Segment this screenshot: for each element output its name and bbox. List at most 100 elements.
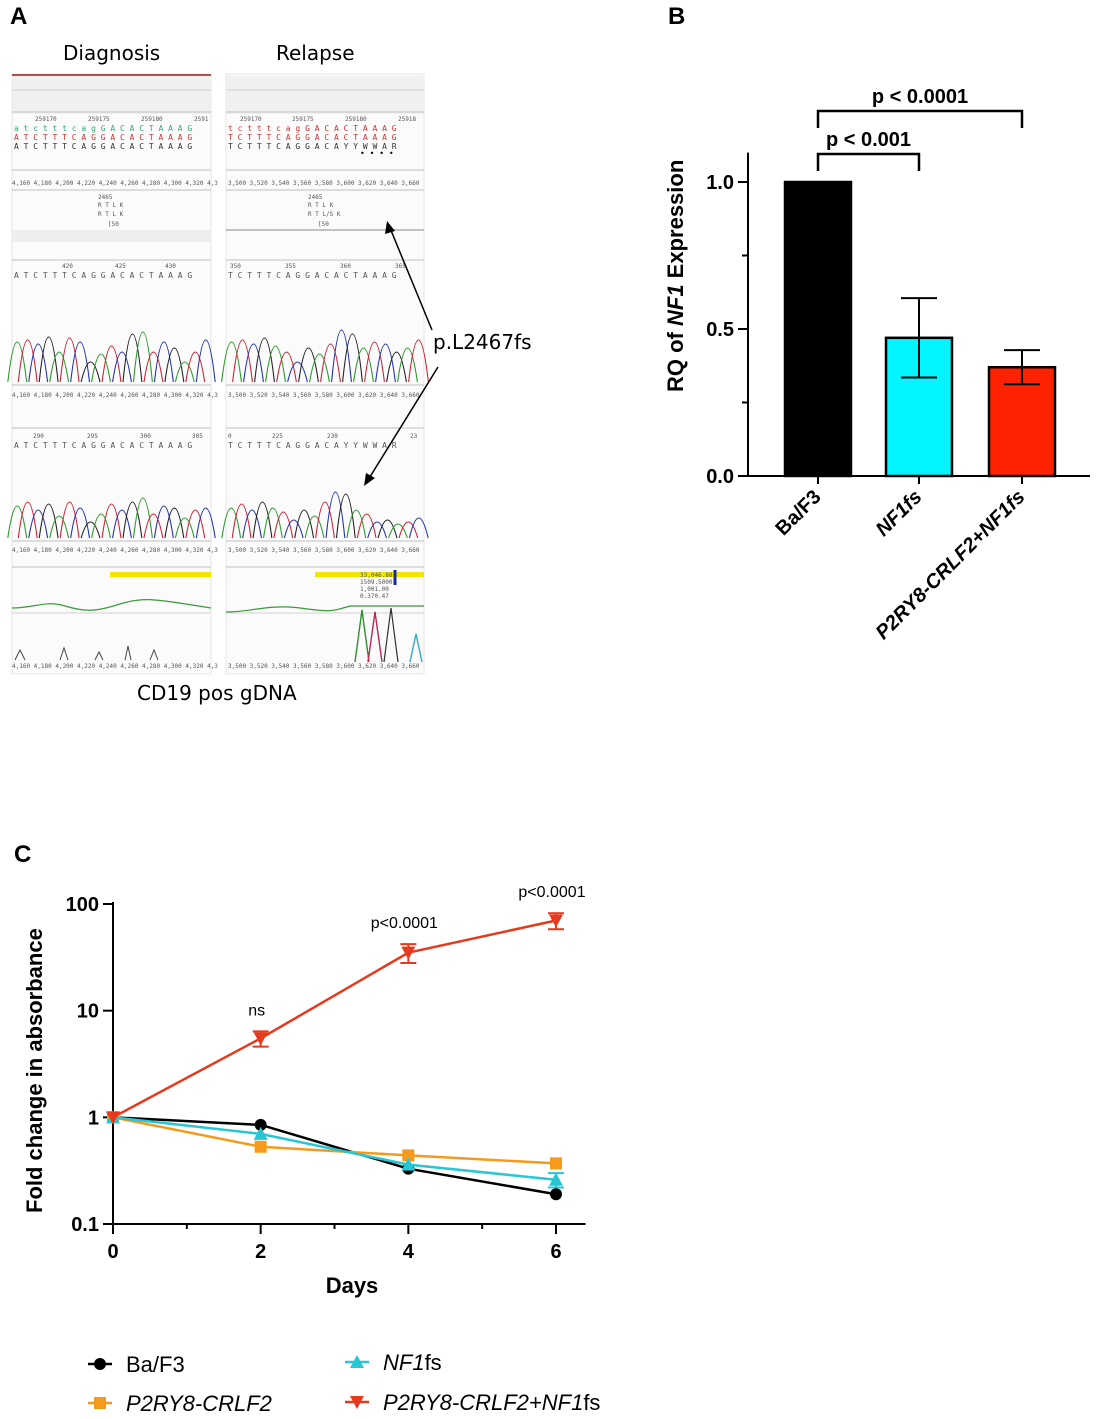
rel-scale-1: 3,500 3,520 3,540 3,560 3,580 3,600 3,62… <box>228 180 420 187</box>
diag-chromatogram-1 <box>7 331 216 383</box>
line-x-tick-label: 0 <box>107 1241 118 1263</box>
diag-chromatogram-2 <box>7 497 216 539</box>
rel-scale-3: 3,500 3,520 3,540 3,560 3,580 3,600 3,62… <box>228 547 420 554</box>
series-point <box>550 1188 562 1201</box>
trace-peak <box>231 503 252 539</box>
rel-pos-1: 259170 <box>240 116 262 123</box>
rel-t2-tick-2: 225 <box>272 433 283 440</box>
trace-peak <box>185 509 206 539</box>
trace-peak <box>398 521 419 539</box>
rel-info-4: 0.370.47 <box>360 593 389 600</box>
significance-label: p < 0.001 <box>826 129 911 151</box>
significance-bracket <box>816 152 921 171</box>
diagnosis-heading: Diagnosis <box>63 41 160 65</box>
diag-pos-2: 259175 <box>88 116 110 123</box>
trace-peak <box>254 337 275 383</box>
legend-item-Ba/F3: Ba/F3 <box>88 1352 185 1377</box>
trace-peak <box>283 519 304 539</box>
trace-peak <box>377 519 398 539</box>
trace-peak <box>273 511 294 539</box>
diag-t1-tick-3: 430 <box>165 263 176 270</box>
bar-1 <box>783 180 853 478</box>
diag-scale-2: 4,160 4,180 4,200 4,220 4,240 4,260 4,28… <box>12 392 218 399</box>
legend-label: NF1fs <box>383 1350 442 1375</box>
trace-peak <box>59 337 80 383</box>
legend-label: Ba/F3 <box>126 1352 185 1377</box>
trace-peak <box>298 347 319 383</box>
legend-label-plain: fs <box>425 1350 442 1375</box>
trace-peak <box>325 491 346 539</box>
trace-peak <box>49 515 70 539</box>
series-line <box>112 919 557 1119</box>
trace-peak <box>38 336 59 383</box>
significance-annotation: p<0.0001 <box>371 915 438 932</box>
diag-pos-ref: [50 <box>108 221 119 228</box>
trace-peak <box>252 501 273 539</box>
series-point <box>401 1157 416 1171</box>
legend-item-P2RY8-CRLF2+NF1fs: P2RY8-CRLF2+NF1fs <box>345 1390 600 1415</box>
legend-label-plain: fs <box>583 1390 600 1415</box>
trace-peak <box>262 507 283 539</box>
line-x-axis-label: Days <box>326 1273 379 1298</box>
legend-label-italic: P2RY8-CRLF2+NF1 <box>383 1390 583 1415</box>
diag-aa-row-2: R T L K <box>98 211 124 218</box>
trace-peak <box>375 343 396 383</box>
trace-peak <box>7 341 28 383</box>
diagnosis-sequence-view: 259170 259175 259180 2591 a t c t t t c … <box>7 73 218 675</box>
trace-peak <box>287 361 308 383</box>
trace-peak <box>164 347 185 383</box>
trace-peak <box>331 329 352 383</box>
nf1-expression-bar-chart: RQ of NF1 Expression 0.0 0.5 1.0 Ba/F3 NF1fs… <box>663 86 1090 644</box>
rel-chromatogram-2 <box>221 491 429 539</box>
trace-peak <box>408 517 429 539</box>
diag-t2-tick-3: 300 <box>140 433 151 440</box>
significance-label: p < 0.0001 <box>872 86 968 108</box>
trace-peak <box>101 503 122 539</box>
rel-pos-ref: [50 <box>318 221 329 228</box>
rel-pos-3: 259180 <box>345 116 367 123</box>
trace-peak <box>304 515 325 539</box>
diag-seq-row-3: A T C T T T C A G G A C A C T A A A G <box>14 142 192 151</box>
trace-peak <box>153 505 174 539</box>
rel-info-3: 1,001.00 <box>360 586 389 593</box>
bar-3 <box>987 365 1057 478</box>
trace-peak <box>174 517 195 539</box>
legend-label-plain: Ba/F3 <box>126 1352 185 1377</box>
diag-pos-1: 259170 <box>35 116 57 123</box>
trace-peak <box>386 351 407 383</box>
trace-peak <box>91 513 111 539</box>
trace-peak <box>388 523 408 539</box>
trace-peak <box>294 509 315 539</box>
legend-marker <box>350 1355 364 1368</box>
trace-peak <box>122 333 143 383</box>
trace-peak <box>91 353 111 383</box>
rel-chromatogram-1 <box>221 329 429 383</box>
relapse-sequence-view: 259170 259175 259180 25918 t c t t t c a… <box>221 73 429 675</box>
bar-y-tick-label: 0.5 <box>706 319 734 341</box>
series-point <box>549 1172 563 1186</box>
trace-peak <box>195 339 216 383</box>
line-x-tick-label: 2 <box>255 1241 266 1263</box>
diag-seq-row-2: A T C T T T C A G G A C A C T A A A G <box>14 133 192 142</box>
series-point <box>253 1032 268 1046</box>
series-point <box>402 1149 415 1162</box>
trace-peak <box>80 521 101 539</box>
diag-t2-seq: A T C T T T C A G G A C A C T A A A G <box>14 441 192 450</box>
line-y-tick-label: 10 <box>77 1001 99 1023</box>
diag-scale-3: 4,160 4,180 4,200 4,220 4,240 4,260 4,28… <box>12 547 218 554</box>
mutation-arrows <box>364 221 439 486</box>
trace-peak <box>265 345 286 383</box>
bar-category-label: Ba/F3 <box>771 486 825 540</box>
trace-peak <box>335 493 356 539</box>
rel-t1-tick-3: 360 <box>340 263 351 270</box>
trace-peak <box>242 509 262 539</box>
trace-peak <box>320 343 341 383</box>
trace-peak <box>221 507 242 539</box>
trace-peak <box>17 339 38 383</box>
series-point <box>550 1157 562 1170</box>
svg-text:• • • •: • • • • <box>360 149 394 158</box>
trace-peak <box>38 503 59 539</box>
line-y-tick-label: 100 <box>66 894 99 916</box>
series-point <box>254 1118 267 1131</box>
